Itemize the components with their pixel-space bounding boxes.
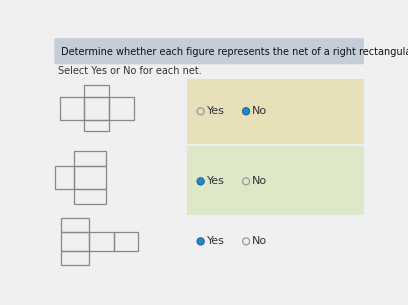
Bar: [187, 146, 364, 215]
Text: Yes: Yes: [207, 176, 225, 186]
Text: Yes: Yes: [207, 106, 225, 116]
Bar: [84, 120, 109, 131]
Text: No: No: [252, 176, 267, 186]
Circle shape: [198, 179, 203, 184]
Text: No: No: [252, 106, 267, 116]
Text: Yes: Yes: [207, 236, 225, 246]
Text: Select Yes or No for each net.: Select Yes or No for each net.: [58, 66, 202, 76]
Bar: [55, 166, 73, 189]
Bar: [187, 79, 364, 144]
Circle shape: [198, 239, 203, 244]
Bar: [109, 97, 134, 120]
Bar: [73, 151, 106, 166]
FancyBboxPatch shape: [54, 38, 364, 64]
Bar: [61, 218, 89, 232]
Bar: [89, 232, 113, 251]
Bar: [61, 251, 89, 264]
Circle shape: [244, 109, 248, 114]
Bar: [113, 232, 138, 251]
Bar: [84, 97, 109, 120]
Text: No: No: [252, 236, 267, 246]
Bar: [60, 97, 84, 120]
Bar: [61, 232, 89, 251]
Text: Determine whether each figure represents the net of a right rectangular prism.: Determine whether each figure represents…: [61, 47, 408, 57]
Bar: [73, 166, 106, 189]
Bar: [84, 85, 109, 97]
Bar: [73, 189, 106, 204]
